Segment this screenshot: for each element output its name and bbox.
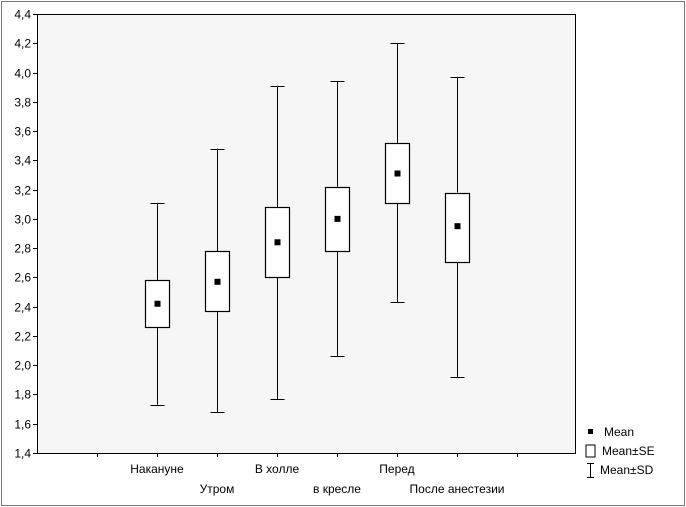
y-tick-label: 1,6 [14, 418, 31, 432]
x-axis: Накануне Утром В холле в кресле Перед После а… [97, 453, 518, 496]
mean-marker [334, 215, 341, 222]
y-tick-label: 3,8 [14, 96, 31, 110]
legend-mean-marker [588, 429, 593, 434]
x-category-label: После анестезии [410, 482, 505, 496]
x-category-label: Перед [379, 462, 414, 476]
y-tick-label: 3,4 [14, 154, 31, 168]
x-category-label: В холле [255, 462, 300, 476]
boxes [144, 43, 471, 413]
legend-sd-marker [587, 463, 594, 478]
y-tick-label: 4,2 [14, 37, 31, 51]
box-group [264, 85, 291, 400]
box-group [444, 76, 471, 378]
y-tick-label: 3,0 [14, 213, 31, 227]
legend-se-marker [585, 444, 596, 458]
y-tick-label: 4,0 [14, 67, 31, 81]
box-group [144, 202, 171, 406]
x-category-label: Утром [200, 482, 235, 496]
y-tick-label: 1,8 [14, 388, 31, 402]
box-group [204, 148, 231, 413]
legend-mean-label: Mean [604, 425, 634, 439]
y-tick-label: 2,4 [14, 301, 31, 315]
box-group [324, 81, 351, 357]
se-box [204, 250, 231, 313]
y-axis: 1,4 1,6 1,8 2,0 2,2 2,4 2,6 2,8 3,0 3,2 3,4 3,6 3,8 4… [14, 8, 37, 461]
mean-marker [274, 239, 281, 246]
y-tick-label: 2,0 [14, 359, 31, 373]
mean-marker [394, 170, 401, 177]
mean-marker [154, 300, 161, 307]
y-tick-label: 2,2 [14, 330, 31, 344]
mean-marker [454, 223, 461, 230]
legend-se-label: Mean±SE [602, 444, 655, 458]
y-tick-label: 3,6 [14, 125, 31, 139]
legend-sd-label: Mean±SD [600, 463, 654, 477]
x-category-label: Накануне [130, 462, 184, 476]
y-tick-label: 2,8 [14, 242, 31, 256]
y-tick-label: 4,4 [14, 8, 31, 22]
mean-marker [214, 278, 221, 285]
legend: Mean Mean±SE Mean±SD [585, 425, 655, 478]
plot-area [37, 14, 576, 454]
x-category-label: в кресле [313, 482, 361, 496]
y-tick-label: 1,4 [14, 447, 31, 461]
y-tick-label: 3,2 [14, 184, 31, 198]
box-group [384, 43, 411, 303]
y-tick-label: 2,6 [14, 271, 31, 285]
